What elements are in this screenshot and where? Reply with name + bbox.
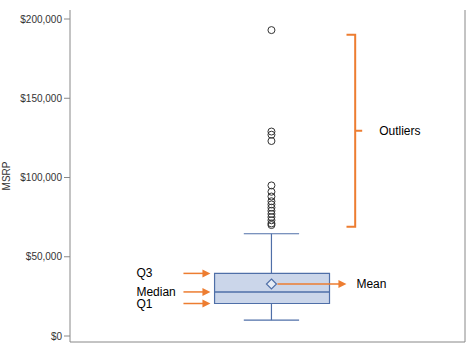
svg-text:$50,000: $50,000: [26, 251, 63, 262]
svg-text:$200,000: $200,000: [20, 14, 62, 25]
svg-text:MSRP: MSRP: [8, 161, 12, 190]
svg-text:Q1: Q1: [136, 297, 152, 311]
svg-text:$150,000: $150,000: [20, 93, 62, 104]
svg-text:$0: $0: [51, 331, 63, 342]
svg-text:Mean: Mean: [356, 277, 386, 291]
svg-text:Outliers: Outliers: [379, 124, 420, 138]
svg-text:Q3: Q3: [136, 266, 152, 280]
svg-text:Median: Median: [136, 284, 176, 299]
svg-text:$100,000: $100,000: [20, 172, 62, 183]
